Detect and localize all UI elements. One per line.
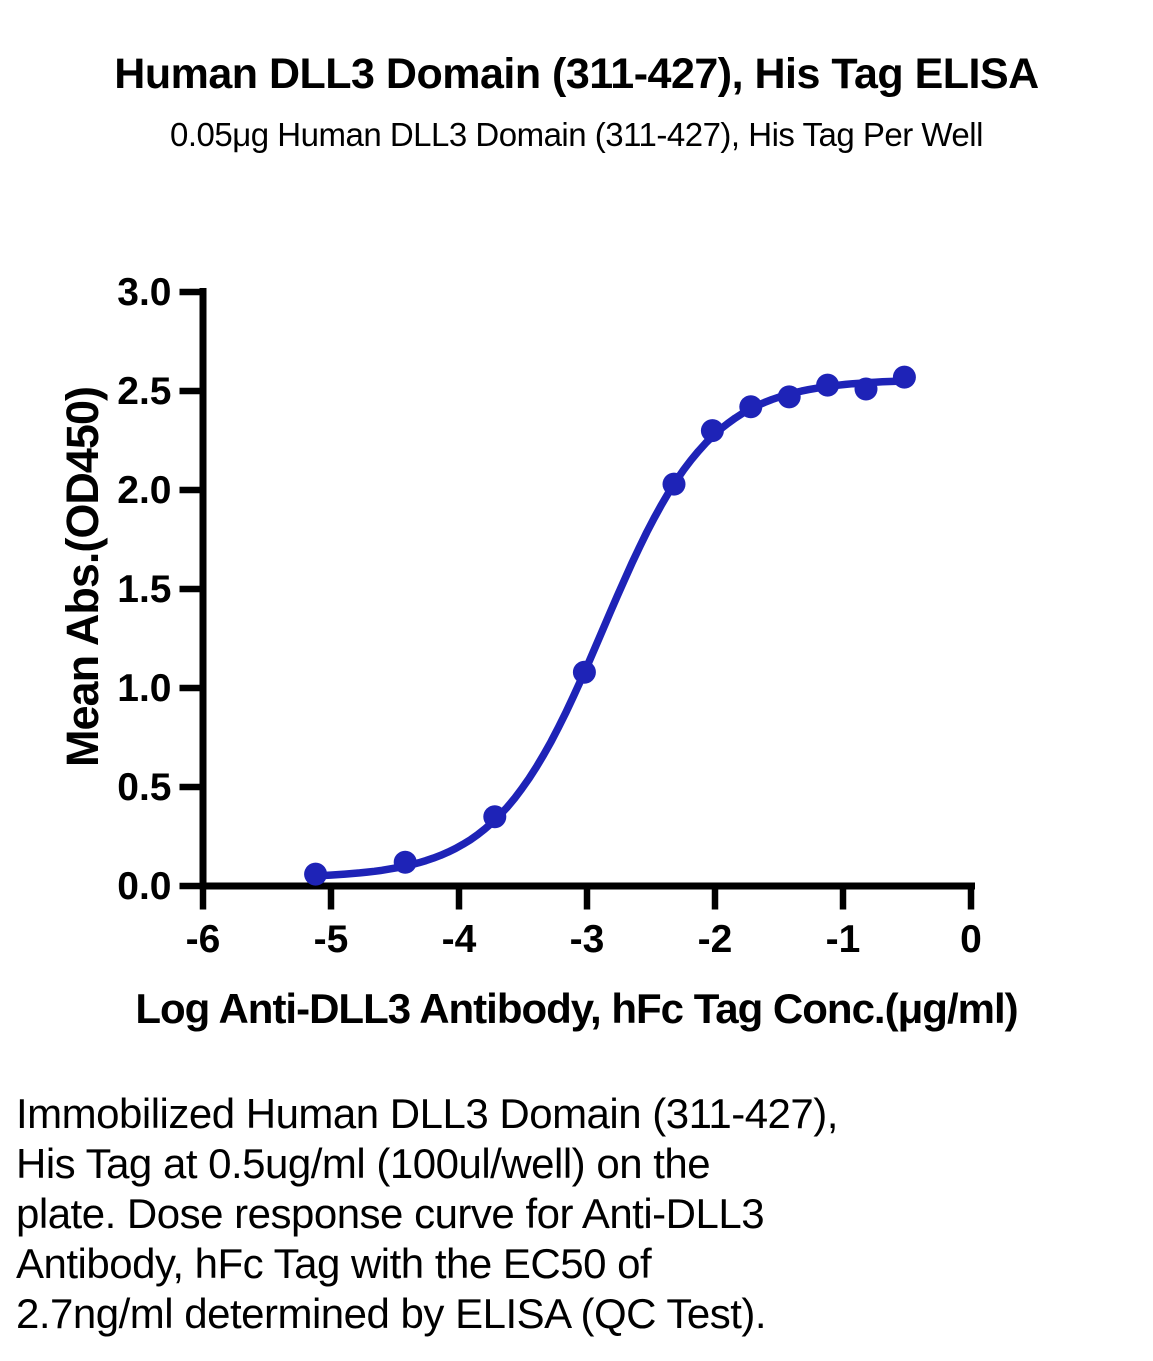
data-point bbox=[572, 660, 596, 684]
y-tick-label: 0.0 bbox=[117, 865, 171, 908]
x-tick-label: -2 bbox=[698, 918, 733, 961]
y-tick-label: 0.5 bbox=[117, 766, 171, 809]
chart-subtitle: 0.05μg Human DLL3 Domain (311-427), His … bbox=[170, 116, 983, 153]
y-tick-label: 2.5 bbox=[117, 370, 171, 413]
data-point bbox=[393, 850, 417, 874]
data-point bbox=[854, 377, 878, 401]
chart-title: Human DLL3 Domain (311-427), His Tag ELI… bbox=[114, 50, 1039, 98]
y-tick-label: 3.0 bbox=[117, 271, 171, 314]
data-point bbox=[304, 862, 328, 886]
caption-line: plate. Dose response curve for Anti-DLL3 bbox=[16, 1190, 765, 1237]
data-point bbox=[816, 373, 840, 397]
x-tick-label: 0 bbox=[960, 918, 982, 961]
data-points bbox=[304, 365, 916, 886]
data-point bbox=[739, 395, 763, 419]
y-tick-label: 2.0 bbox=[117, 469, 171, 512]
figure-caption: Immobilized Human DLL3 Domain (311-427),… bbox=[16, 1089, 1146, 1339]
data-point bbox=[662, 472, 686, 496]
x-tick-label: -5 bbox=[314, 918, 349, 961]
fit-curve bbox=[311, 377, 909, 880]
data-point bbox=[777, 385, 801, 409]
data-point bbox=[892, 365, 916, 389]
x-ticks: -6 -5 -4 -3 -2 -1 0 bbox=[186, 888, 982, 961]
x-axis-label: Log Anti-DLL3 Antibody, hFc Tag Conc.(μg… bbox=[135, 985, 1018, 1032]
data-point bbox=[700, 419, 724, 443]
caption-line: 2.7ng/ml determined by ELISA (QC Test). bbox=[16, 1290, 767, 1337]
caption-line: His Tag at 0.5ug/ml (100ul/well) on the bbox=[16, 1140, 711, 1187]
y-tick-label: 1.5 bbox=[117, 568, 171, 611]
x-tick-label: -3 bbox=[570, 918, 605, 961]
x-tick-label: -1 bbox=[826, 918, 861, 961]
x-tick-label: -4 bbox=[442, 918, 477, 961]
y-ticks: 0.0 0.5 1.0 1.5 2.0 2.5 3.0 bbox=[117, 271, 201, 908]
axes bbox=[199, 288, 975, 890]
data-point bbox=[483, 805, 507, 829]
caption-line: Antibody, hFc Tag with the EC50 of bbox=[16, 1240, 652, 1287]
x-tick-label: -6 bbox=[186, 918, 221, 961]
caption-line: Immobilized Human DLL3 Domain (311-427), bbox=[16, 1090, 838, 1137]
y-tick-label: 1.0 bbox=[117, 667, 171, 710]
